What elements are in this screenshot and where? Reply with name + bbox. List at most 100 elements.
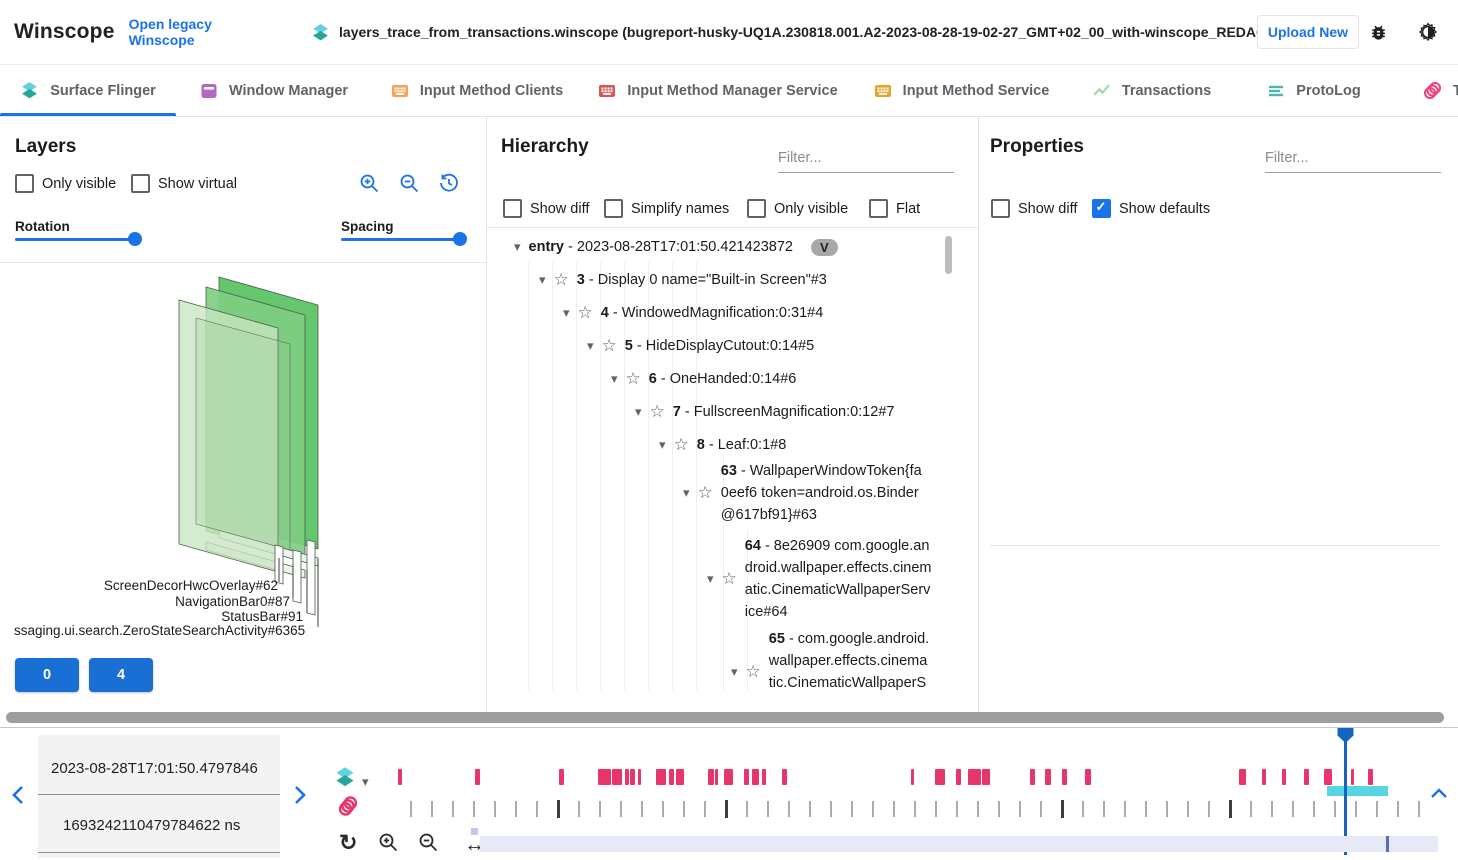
- tab-surface-flinger[interactable]: Surface Flinger: [0, 65, 176, 116]
- checkbox-icon[interactable]: [747, 199, 766, 218]
- spacing-slider[interactable]: [341, 238, 465, 241]
- trace-event-mark[interactable]: [676, 769, 684, 785]
- trace-event-mark[interactable]: [475, 769, 480, 785]
- tab-transactions[interactable]: Transactions: [1069, 65, 1234, 116]
- trace-event-mark[interactable]: [398, 769, 402, 785]
- surface-flinger-trace-icon[interactable]: [334, 766, 356, 788]
- properties-show-diff-checkbox[interactable]: Show diff: [991, 199, 1077, 218]
- upload-new-button[interactable]: Upload New: [1256, 15, 1359, 49]
- tree-row[interactable]: ▾ ☆ 65 - com.google.android.wallpaper.ef…: [731, 631, 930, 713]
- theme-toggle-icon[interactable]: [1418, 22, 1438, 42]
- checkbox-checked-icon[interactable]: [1092, 199, 1111, 218]
- flat-checkbox[interactable]: Flat: [869, 199, 920, 218]
- expand-arrow-icon[interactable]: ▾: [731, 664, 738, 679]
- tree-row[interactable]: ▾ ☆ 6 - OneHanded:0:14#6: [611, 369, 797, 388]
- tree-row[interactable]: ▾ ☆ 5 - HideDisplayCutout:0:14#5: [587, 336, 815, 355]
- timeline-zoom-slider[interactable]: [480, 836, 1438, 852]
- timeline-cursor-handle[interactable]: [1336, 727, 1355, 744]
- trace-event-mark[interactable]: [782, 769, 787, 785]
- layer-label[interactable]: NavigationBar0#87: [175, 594, 290, 609]
- trace-event-mark[interactable]: [1324, 769, 1332, 785]
- tree-row[interactable]: ▾ ☆ 63 - WallpaperWindowToken{fa0eef6 to…: [683, 463, 922, 523]
- checkbox-icon[interactable]: [991, 199, 1010, 218]
- expand-arrow-icon[interactable]: ▾: [563, 305, 570, 320]
- trace-event-mark[interactable]: [1045, 769, 1051, 785]
- display-4-button[interactable]: 4: [89, 658, 153, 692]
- rotation-slider[interactable]: [15, 238, 140, 241]
- trace-event-mark[interactable]: [598, 769, 611, 785]
- checkbox-icon[interactable]: [131, 174, 150, 193]
- tab-transitions[interactable]: Transitions: [1394, 65, 1458, 116]
- ruler-row[interactable]: [395, 800, 1440, 819]
- timeline-zoom-in-icon[interactable]: [378, 832, 399, 853]
- tree-row[interactable]: ▾ ☆ 4 - WindowedMagnification:0:31#4: [563, 303, 824, 322]
- tab-input-method-manager-service[interactable]: Input Method Manager Service: [582, 65, 854, 116]
- hierarchy-scrollbar[interactable]: [945, 236, 952, 274]
- expand-arrow-icon[interactable]: ▾: [587, 338, 594, 353]
- checkbox-icon[interactable]: [604, 199, 623, 218]
- pin-star-icon[interactable]: ☆: [721, 569, 737, 588]
- expand-arrow-icon[interactable]: ▾: [635, 404, 642, 419]
- trace-marks-row[interactable]: [395, 769, 1440, 786]
- trace-event-mark[interactable]: [1351, 769, 1354, 785]
- zoom-in-icon[interactable]: [359, 173, 380, 194]
- pin-star-icon[interactable]: ☆: [649, 402, 665, 421]
- pin-star-icon[interactable]: ☆: [601, 336, 617, 355]
- trace-event-mark[interactable]: [956, 769, 961, 785]
- expand-arrow-icon[interactable]: ▾: [611, 371, 618, 386]
- trace-event-mark[interactable]: [715, 769, 718, 785]
- spacing-slider-thumb[interactable]: [453, 232, 467, 246]
- trace-event-mark[interactable]: [669, 769, 674, 785]
- pin-star-icon[interactable]: ☆: [553, 270, 569, 289]
- expand-arrow-icon[interactable]: ▾: [683, 485, 690, 500]
- pin-star-icon[interactable]: ☆: [673, 435, 689, 454]
- timestamp-human-input[interactable]: 2023-08-28T17:01:50.4797846: [51, 760, 258, 777]
- tab-protolog[interactable]: ProtoLog: [1234, 65, 1394, 116]
- layer-label[interactable]: ScreenDecorHwcOverlay#62: [103, 578, 278, 593]
- show-virtual-checkbox[interactable]: Show virtual: [131, 174, 237, 193]
- trace-event-mark[interactable]: [625, 769, 629, 785]
- trace-event-mark[interactable]: [638, 769, 641, 785]
- trace-event-mark[interactable]: [656, 769, 666, 785]
- pin-star-icon[interactable]: ☆: [577, 303, 593, 322]
- trace-event-mark[interactable]: [630, 769, 635, 785]
- tree-row[interactable]: ▾ ☆ 8 - Leaf:0:1#8: [659, 435, 787, 454]
- trace-event-mark[interactable]: [1062, 769, 1067, 785]
- trace-event-mark[interactable]: [752, 769, 759, 785]
- display-0-button[interactable]: 0: [15, 658, 79, 692]
- expand-arrow-icon[interactable]: ▾: [539, 272, 546, 287]
- layer-label[interactable]: ssaging.ui.search.ZeroStateSearchActivit…: [14, 623, 306, 638]
- hierarchy-filter-input[interactable]: [778, 148, 954, 173]
- tree-row[interactable]: ▾ ☆ 64 - 8e26909 com.google.android.wall…: [707, 538, 932, 620]
- show-diff-checkbox[interactable]: Show diff: [503, 199, 589, 218]
- expand-arrow-icon[interactable]: ▾: [707, 571, 714, 586]
- next-entry-chevron-icon[interactable]: [292, 785, 308, 805]
- trace-event-mark[interactable]: [1282, 769, 1286, 785]
- simplify-names-checkbox[interactable]: Simplify names: [604, 199, 729, 218]
- open-legacy-link[interactable]: Open legacy Winscope: [128, 16, 212, 48]
- trace-event-mark[interactable]: [1262, 769, 1266, 785]
- pin-star-icon[interactable]: ☆: [625, 369, 641, 388]
- expand-arrow-icon[interactable]: ▾: [514, 239, 521, 254]
- zoom-out-icon[interactable]: [399, 173, 420, 194]
- timeline-zoom-out-icon[interactable]: [418, 832, 439, 853]
- trace-event-mark[interactable]: [612, 769, 622, 785]
- checkbox-icon[interactable]: [503, 199, 522, 218]
- trace-event-mark[interactable]: [1030, 769, 1035, 785]
- horizontal-scrollbar[interactable]: [6, 712, 1444, 723]
- trace-event-mark[interactable]: [1368, 769, 1373, 785]
- timeline-cursor[interactable]: [1344, 729, 1347, 855]
- reset-view-icon[interactable]: [438, 172, 460, 194]
- tab-input-method-service[interactable]: Input Method Service: [854, 65, 1069, 116]
- tab-window-manager[interactable]: Window Manager: [176, 65, 372, 116]
- trace-event-mark[interactable]: [935, 769, 945, 785]
- pin-star-icon[interactable]: ☆: [745, 662, 761, 681]
- only-visible-checkbox[interactable]: Only visible: [15, 174, 116, 193]
- pin-star-icon[interactable]: ☆: [697, 483, 713, 502]
- trace-event-mark[interactable]: [1304, 769, 1309, 785]
- tree-row[interactable]: ▾ ☆ 7 - FullscreenMagnification:0:12#7: [635, 402, 895, 421]
- trace-event-mark[interactable]: [762, 769, 766, 785]
- transitions-trace-icon[interactable]: [336, 794, 360, 818]
- trace-event-mark[interactable]: [1239, 769, 1246, 785]
- show-defaults-checkbox[interactable]: Show defaults: [1092, 199, 1210, 218]
